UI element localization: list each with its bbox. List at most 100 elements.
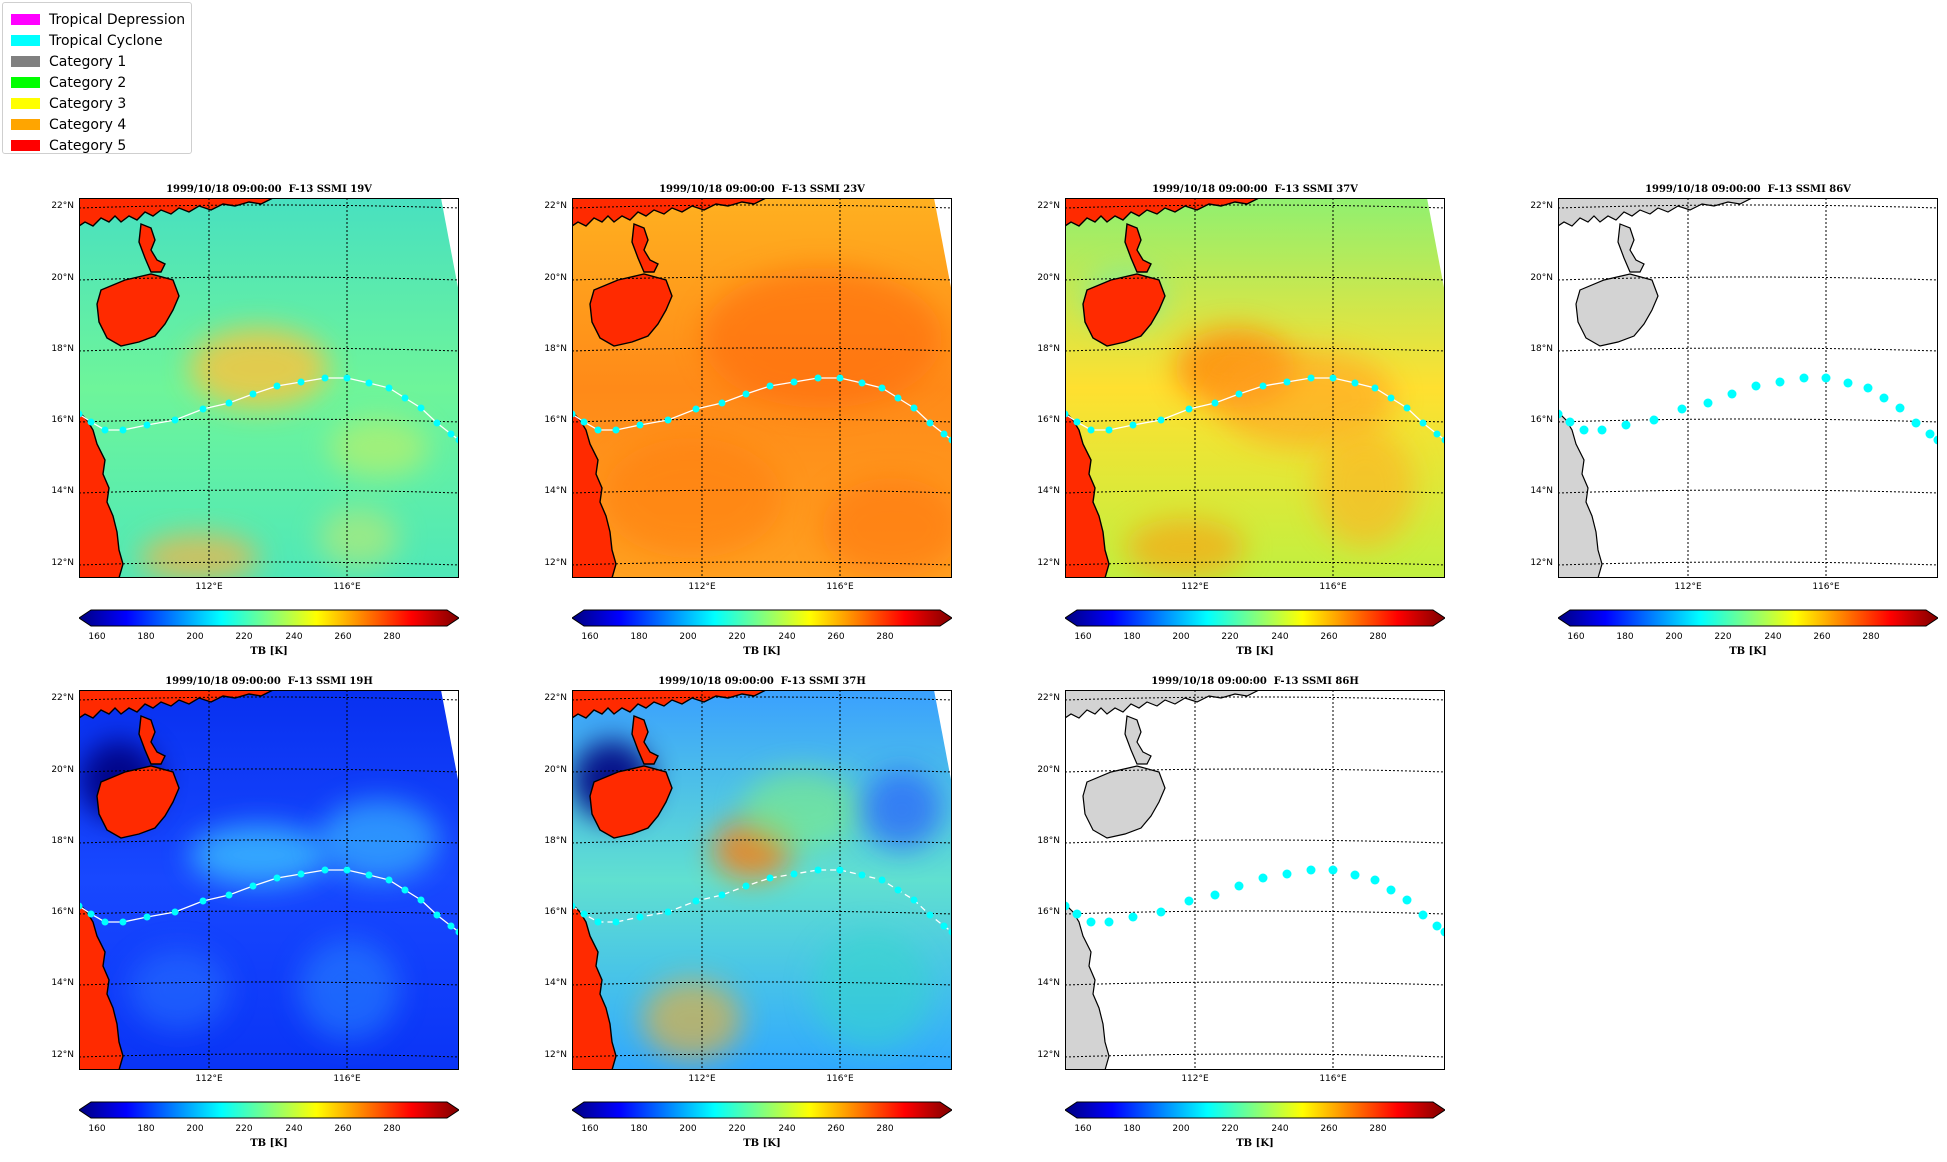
cyclone-track-point bbox=[273, 382, 281, 390]
cyclone-track-point bbox=[1895, 403, 1905, 413]
cyclone-track-point bbox=[1370, 875, 1380, 885]
cyclone-track-point bbox=[1259, 382, 1267, 390]
cyclone-track-point bbox=[199, 405, 207, 413]
longitude-label: 116°E bbox=[333, 1074, 361, 1084]
cyclone-track-point bbox=[143, 913, 151, 921]
legend-swatch bbox=[11, 98, 40, 109]
colorbar-tick-label: 180 bbox=[137, 632, 155, 642]
landmass bbox=[1558, 198, 1753, 227]
landmass bbox=[572, 903, 617, 1070]
map-canvas bbox=[1558, 198, 1938, 578]
cyclone-track-point bbox=[1579, 425, 1589, 435]
latitude-gridline bbox=[572, 489, 952, 494]
cyclone-track-point bbox=[1157, 416, 1165, 424]
cyclone-track-point bbox=[1283, 378, 1291, 386]
panel-title: 1999/10/18 09:00:00 F-13 SSMI 37H bbox=[658, 676, 866, 687]
cyclone-track-point bbox=[594, 918, 602, 926]
map-panel-37v: 1999/10/18 09:00:00 F-13 SSMI 37V 22°N 20°… bbox=[1037, 184, 1445, 657]
cyclone-track-point bbox=[1350, 870, 1360, 880]
cyclone-track-point bbox=[910, 896, 918, 904]
latitude-label: 16°N bbox=[1530, 415, 1553, 425]
legend-swatch bbox=[11, 77, 40, 88]
cyclone-track-point bbox=[1727, 389, 1737, 399]
cyclone-track-point bbox=[692, 405, 700, 413]
cyclone-track-point bbox=[718, 399, 726, 407]
cyclone-track-point bbox=[101, 918, 109, 926]
latitude-gridline bbox=[79, 910, 459, 915]
cyclone-track-point bbox=[1799, 373, 1809, 383]
colorbar-tick-label: 240 bbox=[285, 1124, 303, 1134]
cyclone-track-point bbox=[87, 418, 95, 426]
latitude-label: 12°N bbox=[1530, 558, 1553, 568]
cyclone-track-point bbox=[1306, 865, 1316, 875]
brightness-temperature-feature bbox=[319, 800, 439, 880]
colorbar-tick-label: 260 bbox=[334, 632, 352, 642]
brightness-temperature-feature bbox=[1315, 428, 1415, 548]
colorbar-tick-label: 220 bbox=[1221, 632, 1239, 642]
cyclone-track-point bbox=[814, 374, 822, 382]
legend-label: Tropical Depression bbox=[49, 11, 186, 28]
brightness-temperature-feature bbox=[189, 328, 329, 408]
colorbar-label: TB [K] bbox=[743, 646, 781, 657]
colorbar-tick-label: 240 bbox=[1764, 632, 1782, 642]
cyclone-track-point bbox=[1258, 873, 1268, 883]
colorbar-tick-label: 260 bbox=[827, 632, 845, 642]
colorbar-gradient bbox=[1065, 609, 1445, 627]
cyclone-track-point bbox=[417, 896, 425, 904]
landmass bbox=[79, 690, 274, 719]
latitude-gridline bbox=[79, 839, 459, 844]
colorbar bbox=[79, 609, 459, 627]
cyclone-track-point bbox=[119, 918, 127, 926]
swath-edge bbox=[934, 198, 952, 293]
cyclone-track-point bbox=[878, 384, 886, 392]
cyclone-track-point bbox=[1073, 418, 1081, 426]
cyclone-track-point bbox=[910, 404, 918, 412]
colorbar-tick-label: 240 bbox=[778, 632, 796, 642]
legend-swatch bbox=[11, 14, 40, 25]
colorbar-tick-label: 160 bbox=[1567, 632, 1585, 642]
latitude-label: 20°N bbox=[1530, 273, 1553, 283]
cyclone-track-point bbox=[417, 404, 425, 412]
colorbar-tick-label: 180 bbox=[1616, 632, 1634, 642]
colorbar bbox=[572, 1101, 952, 1119]
legend-label: Category 3 bbox=[49, 95, 127, 112]
swath-edge bbox=[441, 690, 459, 785]
map-panel-19v: 1999/10/18 09:00:00 F-13 SSMI 19V 22°N 20°… bbox=[51, 184, 459, 657]
latitude-label: 18°N bbox=[1037, 344, 1060, 354]
cyclone-track-point bbox=[249, 882, 257, 890]
colorbar bbox=[1065, 609, 1445, 627]
cyclone-track-point bbox=[1597, 425, 1607, 435]
landmass bbox=[572, 411, 617, 578]
colorbar-label: TB [K] bbox=[743, 1138, 781, 1149]
latitude-gridline bbox=[572, 768, 952, 773]
landmass bbox=[589, 765, 673, 839]
longitude-label: 112°E bbox=[1181, 582, 1209, 592]
latitude-label: 12°N bbox=[544, 558, 567, 568]
map-panel-86v: 1999/10/18 09:00:00 F-13 SSMI 86V 22°N 20°… bbox=[1530, 184, 1938, 657]
longitude-label: 116°E bbox=[826, 582, 854, 592]
cyclone-track-point bbox=[1129, 421, 1137, 429]
cyclone-track-point bbox=[1419, 419, 1427, 427]
colorbar-tick-label: 160 bbox=[1074, 1124, 1092, 1134]
landmass bbox=[79, 198, 274, 227]
latitude-label: 12°N bbox=[51, 558, 74, 568]
cyclone-track-point bbox=[742, 390, 750, 398]
colorbar-tick-label: 280 bbox=[383, 632, 401, 642]
cyclone-track-point bbox=[249, 390, 257, 398]
colorbar-tick-label: 180 bbox=[1123, 1124, 1141, 1134]
cyclone-track-point bbox=[1371, 384, 1379, 392]
colorbar-tick-label: 160 bbox=[88, 632, 106, 642]
map-canvas bbox=[1065, 198, 1445, 578]
cyclone-track-point bbox=[878, 876, 886, 884]
legend-swatch bbox=[11, 35, 40, 46]
latitude-gridline bbox=[1065, 981, 1445, 986]
latitude-label: 22°N bbox=[544, 201, 567, 211]
latitude-gridline bbox=[572, 1053, 952, 1058]
latitude-gridline bbox=[572, 910, 952, 915]
cyclone-track-point bbox=[297, 870, 305, 878]
cyclone-track-point bbox=[1432, 921, 1442, 931]
colorbar-tick-label: 200 bbox=[1172, 1124, 1190, 1134]
cyclone-track-point bbox=[297, 378, 305, 386]
latitude-gridline bbox=[1065, 696, 1445, 701]
latitude-label: 16°N bbox=[544, 415, 567, 425]
